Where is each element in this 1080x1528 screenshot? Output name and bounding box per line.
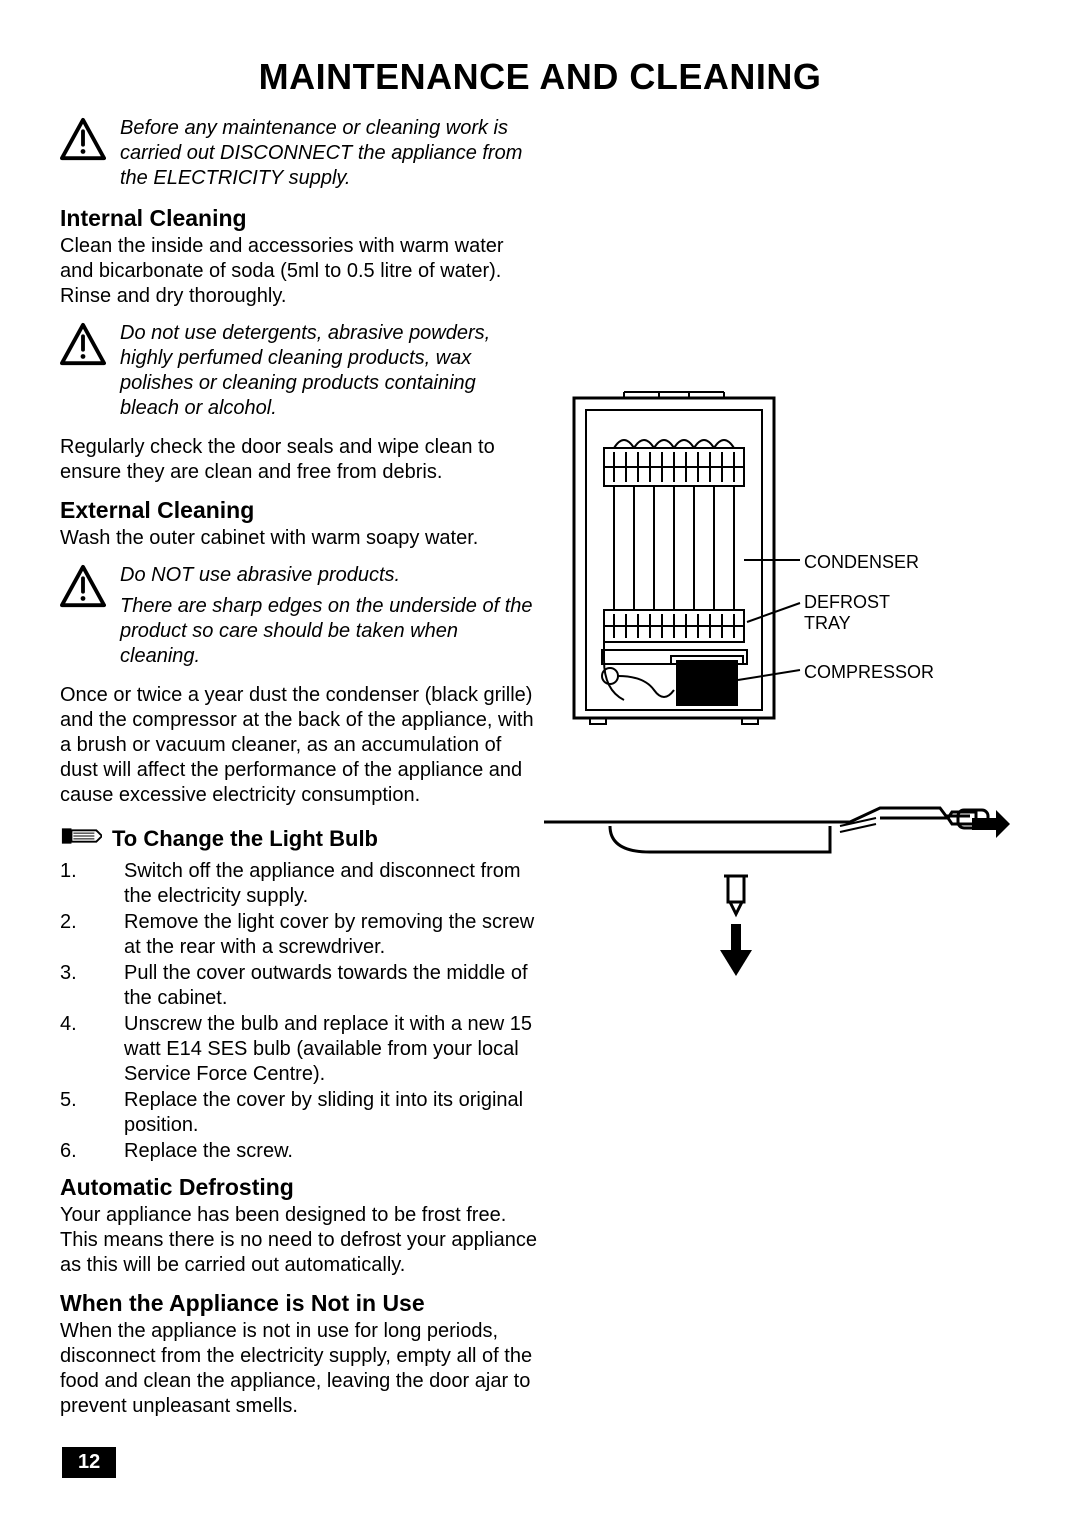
diagram-refrigerator-back: CONDENSER DEFROST TRAY COMPRESSOR (564, 390, 1026, 735)
label-compressor: COMPRESSOR (804, 662, 934, 683)
document-page: MAINTENANCE AND CLEANING Before any main… (0, 0, 1080, 1528)
defrost-heading: Automatic Defrosting (60, 1174, 540, 1201)
page-number: 12 (62, 1447, 116, 1478)
warning-text-group: Do NOT use abrasive products. There are … (120, 563, 540, 669)
warning-text: Before any maintenance or cleaning work … (120, 116, 540, 191)
list-item: 5.Replace the cover by sliding it into i… (60, 1088, 540, 1138)
list-item: 2.Remove the light cover by removing the… (60, 910, 540, 960)
list-item: 1.Switch off the appliance and disconnec… (60, 859, 540, 909)
warning-icon (60, 116, 106, 167)
warning-top: Before any maintenance or cleaning work … (60, 116, 540, 191)
internal-cleaning-p1: Clean the inside and accessories with wa… (60, 234, 540, 309)
warning-internal: Do not use detergents, abrasive powders,… (60, 321, 540, 421)
hand-pointing-icon (60, 820, 102, 857)
bulb-heading-row: To Change the Light Bulb (60, 820, 540, 857)
label-condenser: CONDENSER (804, 552, 919, 573)
internal-cleaning-p2: Regularly check the door seals and wipe … (60, 435, 540, 485)
warning-external: Do NOT use abrasive products. There are … (60, 563, 540, 669)
warning-text: There are sharp edges on the underside o… (120, 594, 540, 669)
external-cleaning-p1: Wash the outer cabinet with warm soapy w… (60, 526, 540, 551)
internal-cleaning-heading: Internal Cleaning (60, 205, 540, 232)
page-title: MAINTENANCE AND CLEANING (60, 56, 1020, 98)
external-cleaning-heading: External Cleaning (60, 497, 540, 524)
bulb-steps-list: 1.Switch off the appliance and disconnec… (60, 859, 540, 1164)
label-defrost-tray: DEFROST TRAY (804, 592, 890, 634)
notinuse-p1: When the appliance is not in use for lon… (60, 1319, 540, 1419)
warning-icon (60, 563, 106, 614)
warning-text: Do not use detergents, abrasive powders,… (120, 321, 540, 421)
defrost-p1: Your appliance has been designed to be f… (60, 1203, 540, 1278)
list-item: 6.Replace the screw. (60, 1139, 540, 1164)
left-column: Before any maintenance or cleaning work … (60, 116, 540, 1419)
diagram-light-cover (540, 804, 1020, 989)
warning-icon (60, 321, 106, 372)
bulb-heading: To Change the Light Bulb (112, 826, 378, 852)
warning-text: Do NOT use abrasive products. (120, 563, 540, 588)
list-item: 3.Pull the cover outwards towards the mi… (60, 961, 540, 1011)
notinuse-heading: When the Appliance is Not in Use (60, 1290, 540, 1317)
external-cleaning-p2: Once or twice a year dust the condenser … (60, 683, 540, 808)
list-item: 4.Unscrew the bulb and replace it with a… (60, 1012, 540, 1087)
